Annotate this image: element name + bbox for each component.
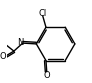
Text: O: O (44, 71, 51, 80)
Text: N: N (17, 38, 23, 47)
Text: O: O (0, 52, 6, 61)
Text: Cl: Cl (39, 9, 47, 18)
